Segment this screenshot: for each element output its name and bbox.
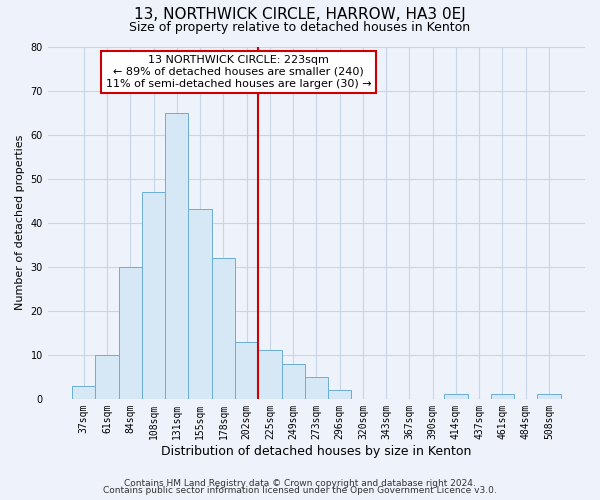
Bar bbox=[538, 394, 560, 399]
Text: Contains HM Land Registry data © Crown copyright and database right 2024.: Contains HM Land Registry data © Crown c… bbox=[124, 478, 476, 488]
Bar bbox=[491, 394, 514, 399]
Bar bbox=[142, 192, 165, 399]
Text: Size of property relative to detached houses in Kenton: Size of property relative to detached ho… bbox=[130, 21, 470, 34]
Text: 13, NORTHWICK CIRCLE, HARROW, HA3 0EJ: 13, NORTHWICK CIRCLE, HARROW, HA3 0EJ bbox=[134, 8, 466, 22]
Bar bbox=[258, 350, 281, 399]
Y-axis label: Number of detached properties: Number of detached properties bbox=[15, 135, 25, 310]
Bar bbox=[188, 210, 212, 399]
Bar bbox=[235, 342, 258, 399]
Text: 13 NORTHWICK CIRCLE: 223sqm
← 89% of detached houses are smaller (240)
11% of se: 13 NORTHWICK CIRCLE: 223sqm ← 89% of det… bbox=[106, 56, 371, 88]
Bar bbox=[212, 258, 235, 399]
Bar bbox=[72, 386, 95, 399]
Text: Contains public sector information licensed under the Open Government Licence v3: Contains public sector information licen… bbox=[103, 486, 497, 495]
Bar bbox=[95, 355, 119, 399]
Bar bbox=[165, 112, 188, 399]
Bar bbox=[281, 364, 305, 399]
Bar bbox=[445, 394, 467, 399]
Bar bbox=[328, 390, 351, 399]
X-axis label: Distribution of detached houses by size in Kenton: Distribution of detached houses by size … bbox=[161, 444, 472, 458]
Bar bbox=[119, 266, 142, 399]
Bar bbox=[305, 377, 328, 399]
